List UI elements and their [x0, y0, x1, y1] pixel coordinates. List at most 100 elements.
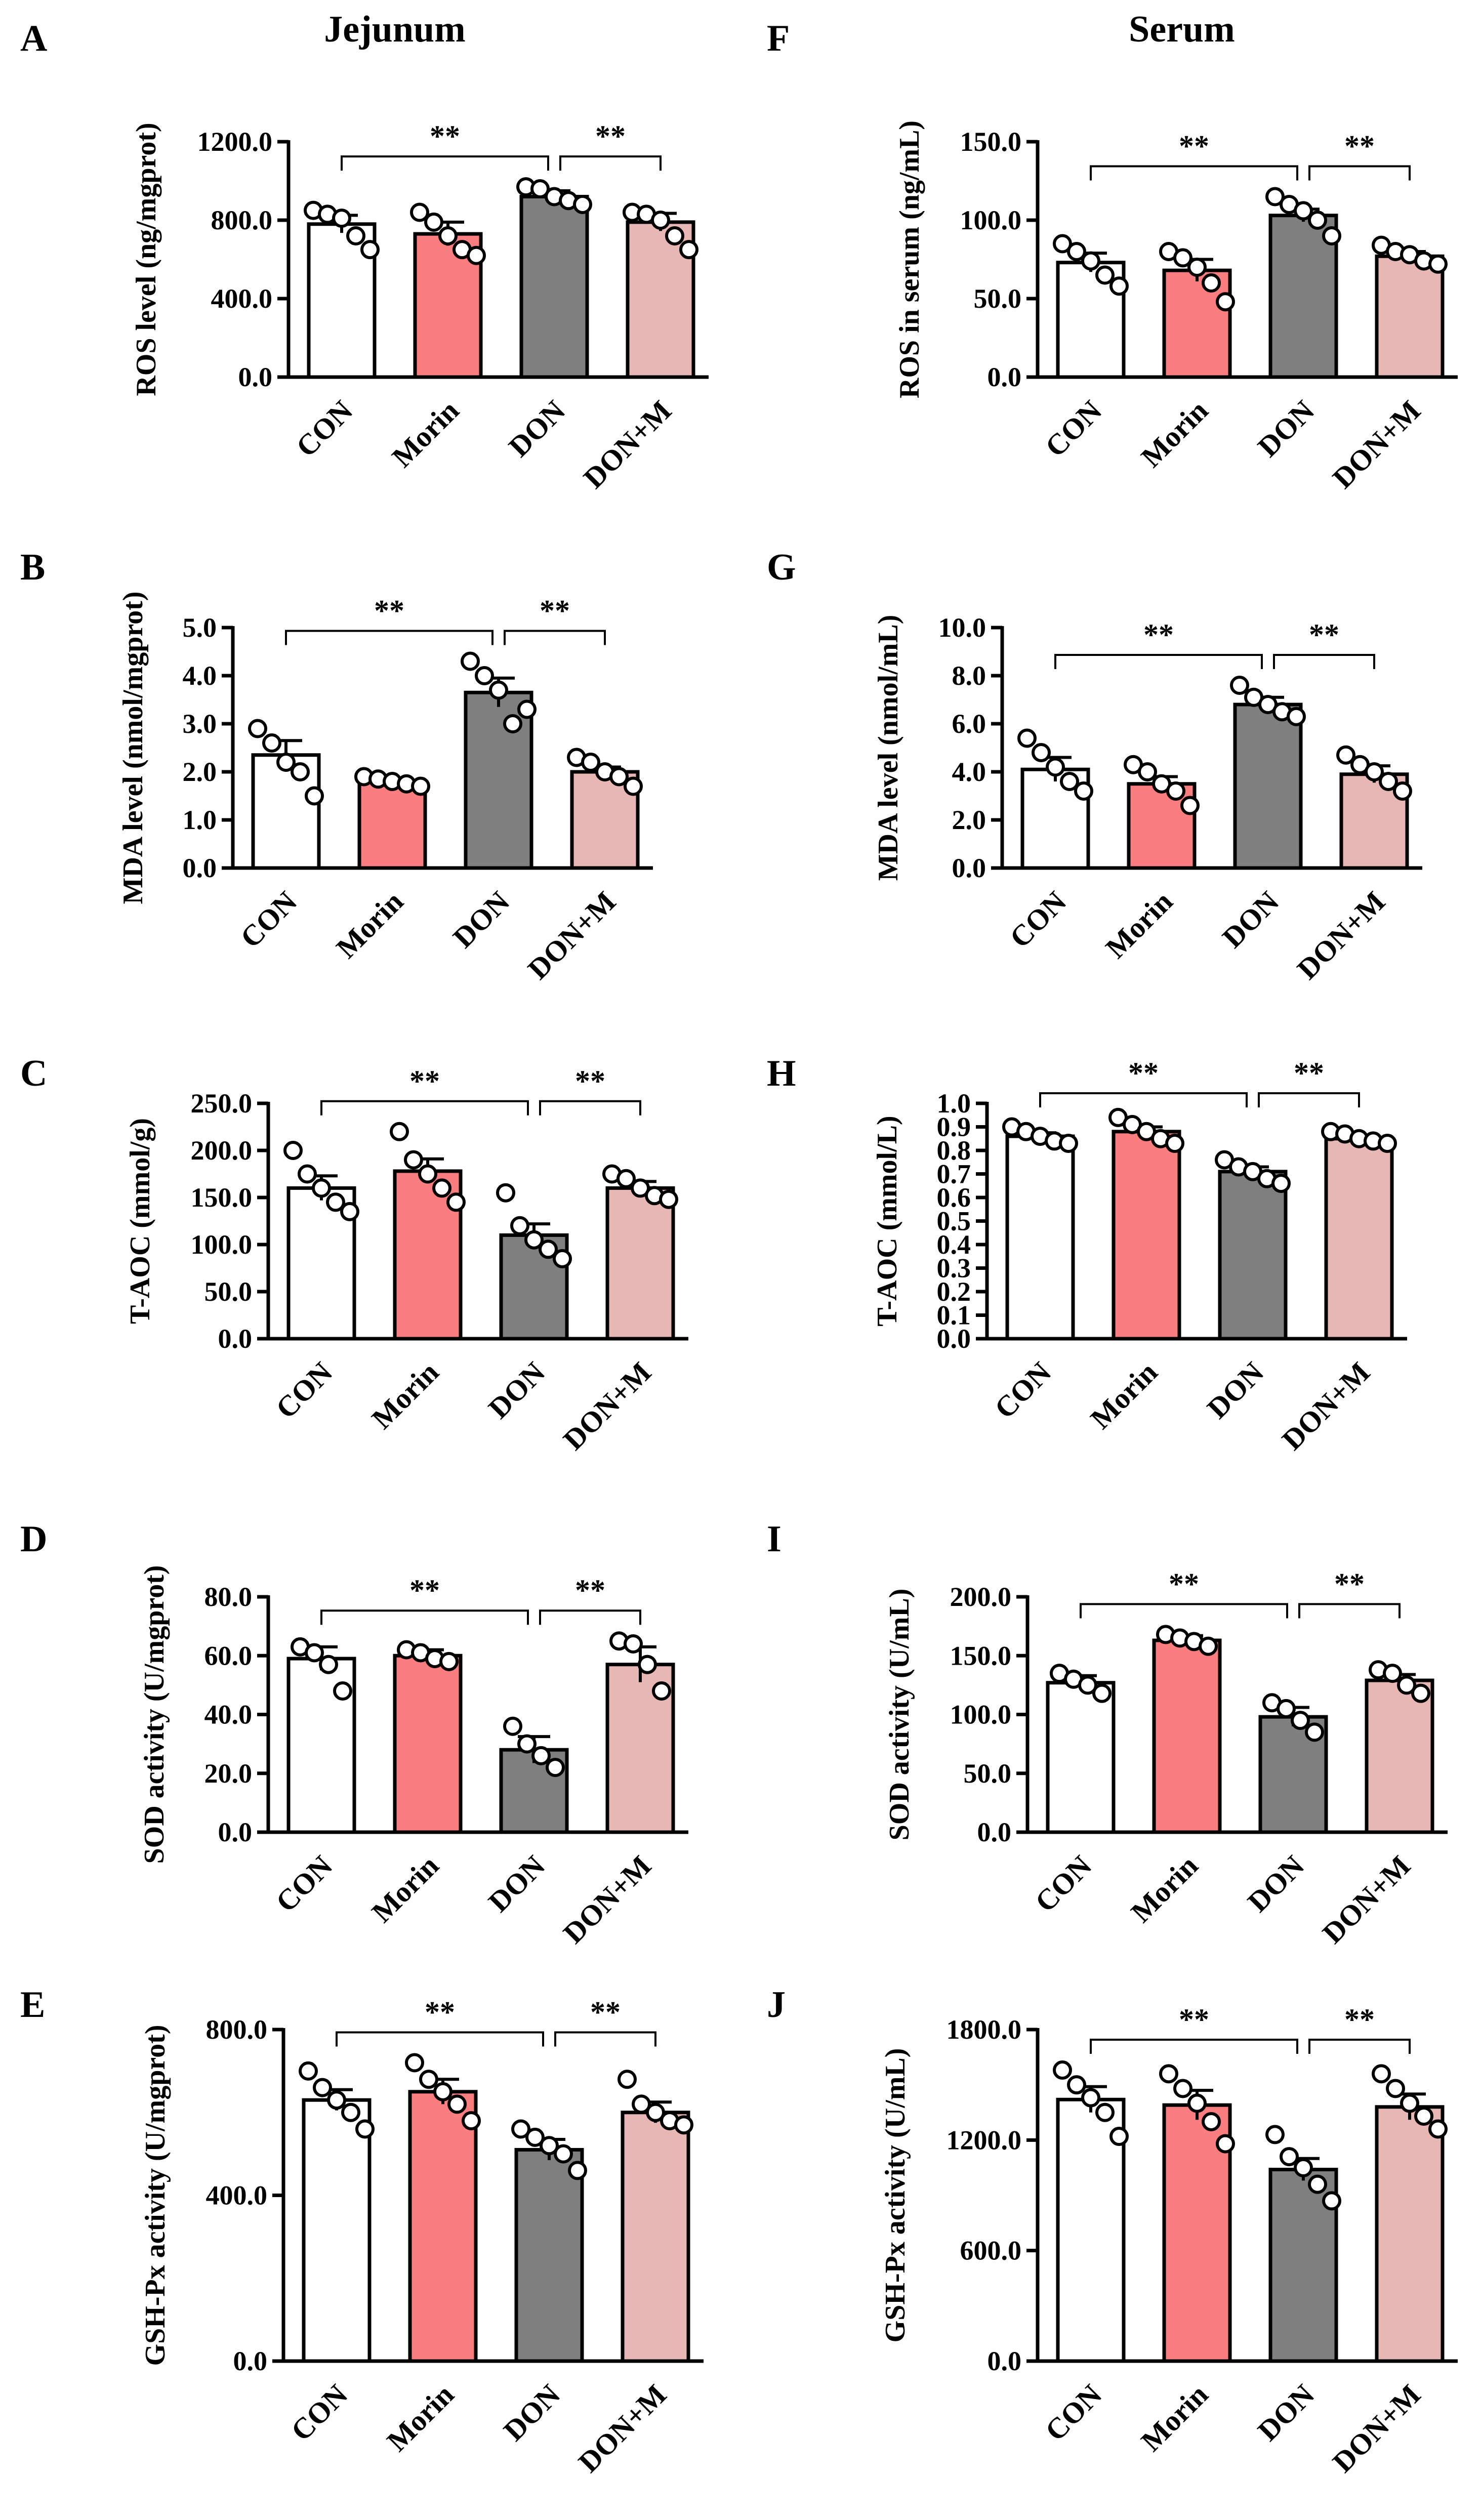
panel-d: D 0.0 20.0 40.0 60.0 80.0 SOD activity (U/mgpr…: [20, 1518, 688, 1950]
data-point: [341, 2102, 360, 2122]
x-tick-label: CON: [1029, 1849, 1098, 1918]
bar-con: [1046, 1681, 1116, 1834]
y-tick-label: 400.0: [206, 2180, 268, 2211]
data-point: [489, 680, 508, 700]
data-point: [1199, 1636, 1218, 1656]
x-tick-label: DON: [1241, 1849, 1310, 1918]
x-tick-label: DON+M: [1316, 1849, 1417, 1950]
data-point: [1216, 292, 1235, 312]
significance-label: **: [1334, 1567, 1365, 1600]
bar-morin: [1127, 782, 1197, 870]
data-point: [1308, 211, 1327, 230]
x-tick-label: DON: [1251, 2378, 1321, 2447]
bar-don-m: [1375, 254, 1445, 379]
data-point: [1400, 2093, 1419, 2113]
data-point: [1411, 1683, 1430, 1703]
significance-label: **: [409, 1064, 440, 1098]
y-axis-label: SOD activity (U/mL): [884, 1589, 915, 1841]
significance-bracket: [1308, 165, 1411, 181]
y-tick-label: 100.0: [191, 1229, 253, 1260]
x-tick-label: DON: [482, 1849, 551, 1918]
panel-i: I 0.0 50.0 100.0 150.0 200.0 SOD activity (U/m…: [767, 1518, 1448, 1950]
data-point: [517, 1734, 537, 1754]
data-point: [1095, 265, 1115, 285]
data-point: [1265, 2125, 1285, 2144]
panel-letter: B: [20, 547, 45, 588]
y-tick-label: 0.0: [937, 1324, 971, 1354]
data-point: [1046, 757, 1065, 777]
x-tick-label: DON: [446, 885, 516, 954]
bar-don-m: [605, 1186, 675, 1341]
data-point: [1017, 728, 1037, 748]
data-point: [1109, 2127, 1129, 2146]
data-point: [1277, 1699, 1296, 1718]
data-point: [652, 1681, 671, 1701]
data-point: [1216, 2134, 1235, 2154]
y-tick-label: 0.9: [937, 1112, 971, 1142]
y-tick-label: 2.0: [952, 805, 986, 835]
y-axis-label: MDA level (nmol/mL): [873, 615, 904, 881]
significance-bracket: [1080, 1603, 1288, 1619]
bar-don-m: [1365, 1678, 1434, 1834]
significance-bracket: [285, 630, 493, 645]
y-tick-label: 150.0: [950, 1640, 1012, 1671]
bar-don-m: [1375, 2105, 1445, 2363]
bar-don: [519, 195, 589, 379]
data-point: [618, 2070, 637, 2089]
data-point: [410, 202, 429, 222]
data-point: [298, 1164, 317, 1184]
x-tick-label: DON+M: [1326, 2378, 1427, 2478]
y-tick-label: 600.0: [960, 2236, 1022, 2266]
y-tick-label: 4.0: [183, 660, 217, 691]
data-point: [1378, 1134, 1397, 1153]
x-tick-label: CON: [1003, 885, 1073, 954]
data-point: [1265, 187, 1285, 206]
x-tick-label: Morin: [1135, 2378, 1215, 2458]
bar-don-m: [1324, 1137, 1394, 1341]
y-tick-label: 0.0: [988, 362, 1022, 392]
significance-bracket: [1090, 2039, 1298, 2054]
y-tick-label: 1800.0: [947, 2014, 1022, 2045]
data-point: [326, 1192, 345, 1212]
data-point: [1053, 2060, 1072, 2080]
data-point: [1322, 226, 1341, 245]
x-tick-label: CON: [269, 1355, 339, 1425]
bar-don: [1233, 703, 1303, 870]
y-tick-label: 1200.0: [197, 127, 273, 157]
significance-label: **: [595, 119, 626, 153]
x-tick-label: Morin: [386, 394, 466, 474]
significance-bracket: [539, 1609, 641, 1625]
bar-don-m: [621, 2111, 690, 2363]
data-point: [1365, 762, 1384, 781]
bar-don: [499, 1748, 569, 1834]
column-title-jejunum: Jejunum: [324, 9, 466, 50]
y-tick-label: 150.0: [960, 127, 1022, 157]
y-axis-label: ROS in serum (ng/mL): [894, 120, 925, 398]
x-tick-label: Morin: [1099, 885, 1179, 965]
y-tick-label: 150.0: [191, 1182, 253, 1213]
data-point: [1271, 1174, 1291, 1193]
data-point: [1032, 743, 1051, 762]
data-point: [665, 226, 684, 245]
data-point: [1386, 2079, 1405, 2098]
y-tick-label: 0.4: [937, 1229, 971, 1260]
bar-don: [514, 2147, 584, 2363]
significance-bracket: [320, 1609, 529, 1625]
y-tick-label: 6.0: [952, 709, 986, 739]
y-tick-label: 50.0: [204, 1276, 253, 1307]
y-axis-label: T-AOC (mmol/L): [872, 1116, 903, 1326]
y-axis-label: SOD activity (U/mgprot): [139, 1565, 170, 1864]
x-tick-label: DON: [1251, 394, 1321, 463]
data-point: [446, 1192, 466, 1212]
data-point: [313, 2078, 332, 2097]
data-point: [424, 212, 443, 232]
significance-label: **: [1344, 2003, 1375, 2036]
x-tick-label: DON+M: [557, 1355, 657, 1456]
x-tick-label: DON: [497, 2378, 566, 2447]
bar-con: [1005, 1134, 1075, 1341]
data-point: [1202, 273, 1221, 293]
y-tick-label: 1200.0: [947, 2125, 1022, 2155]
data-point: [609, 767, 629, 787]
data-point: [568, 2161, 587, 2180]
